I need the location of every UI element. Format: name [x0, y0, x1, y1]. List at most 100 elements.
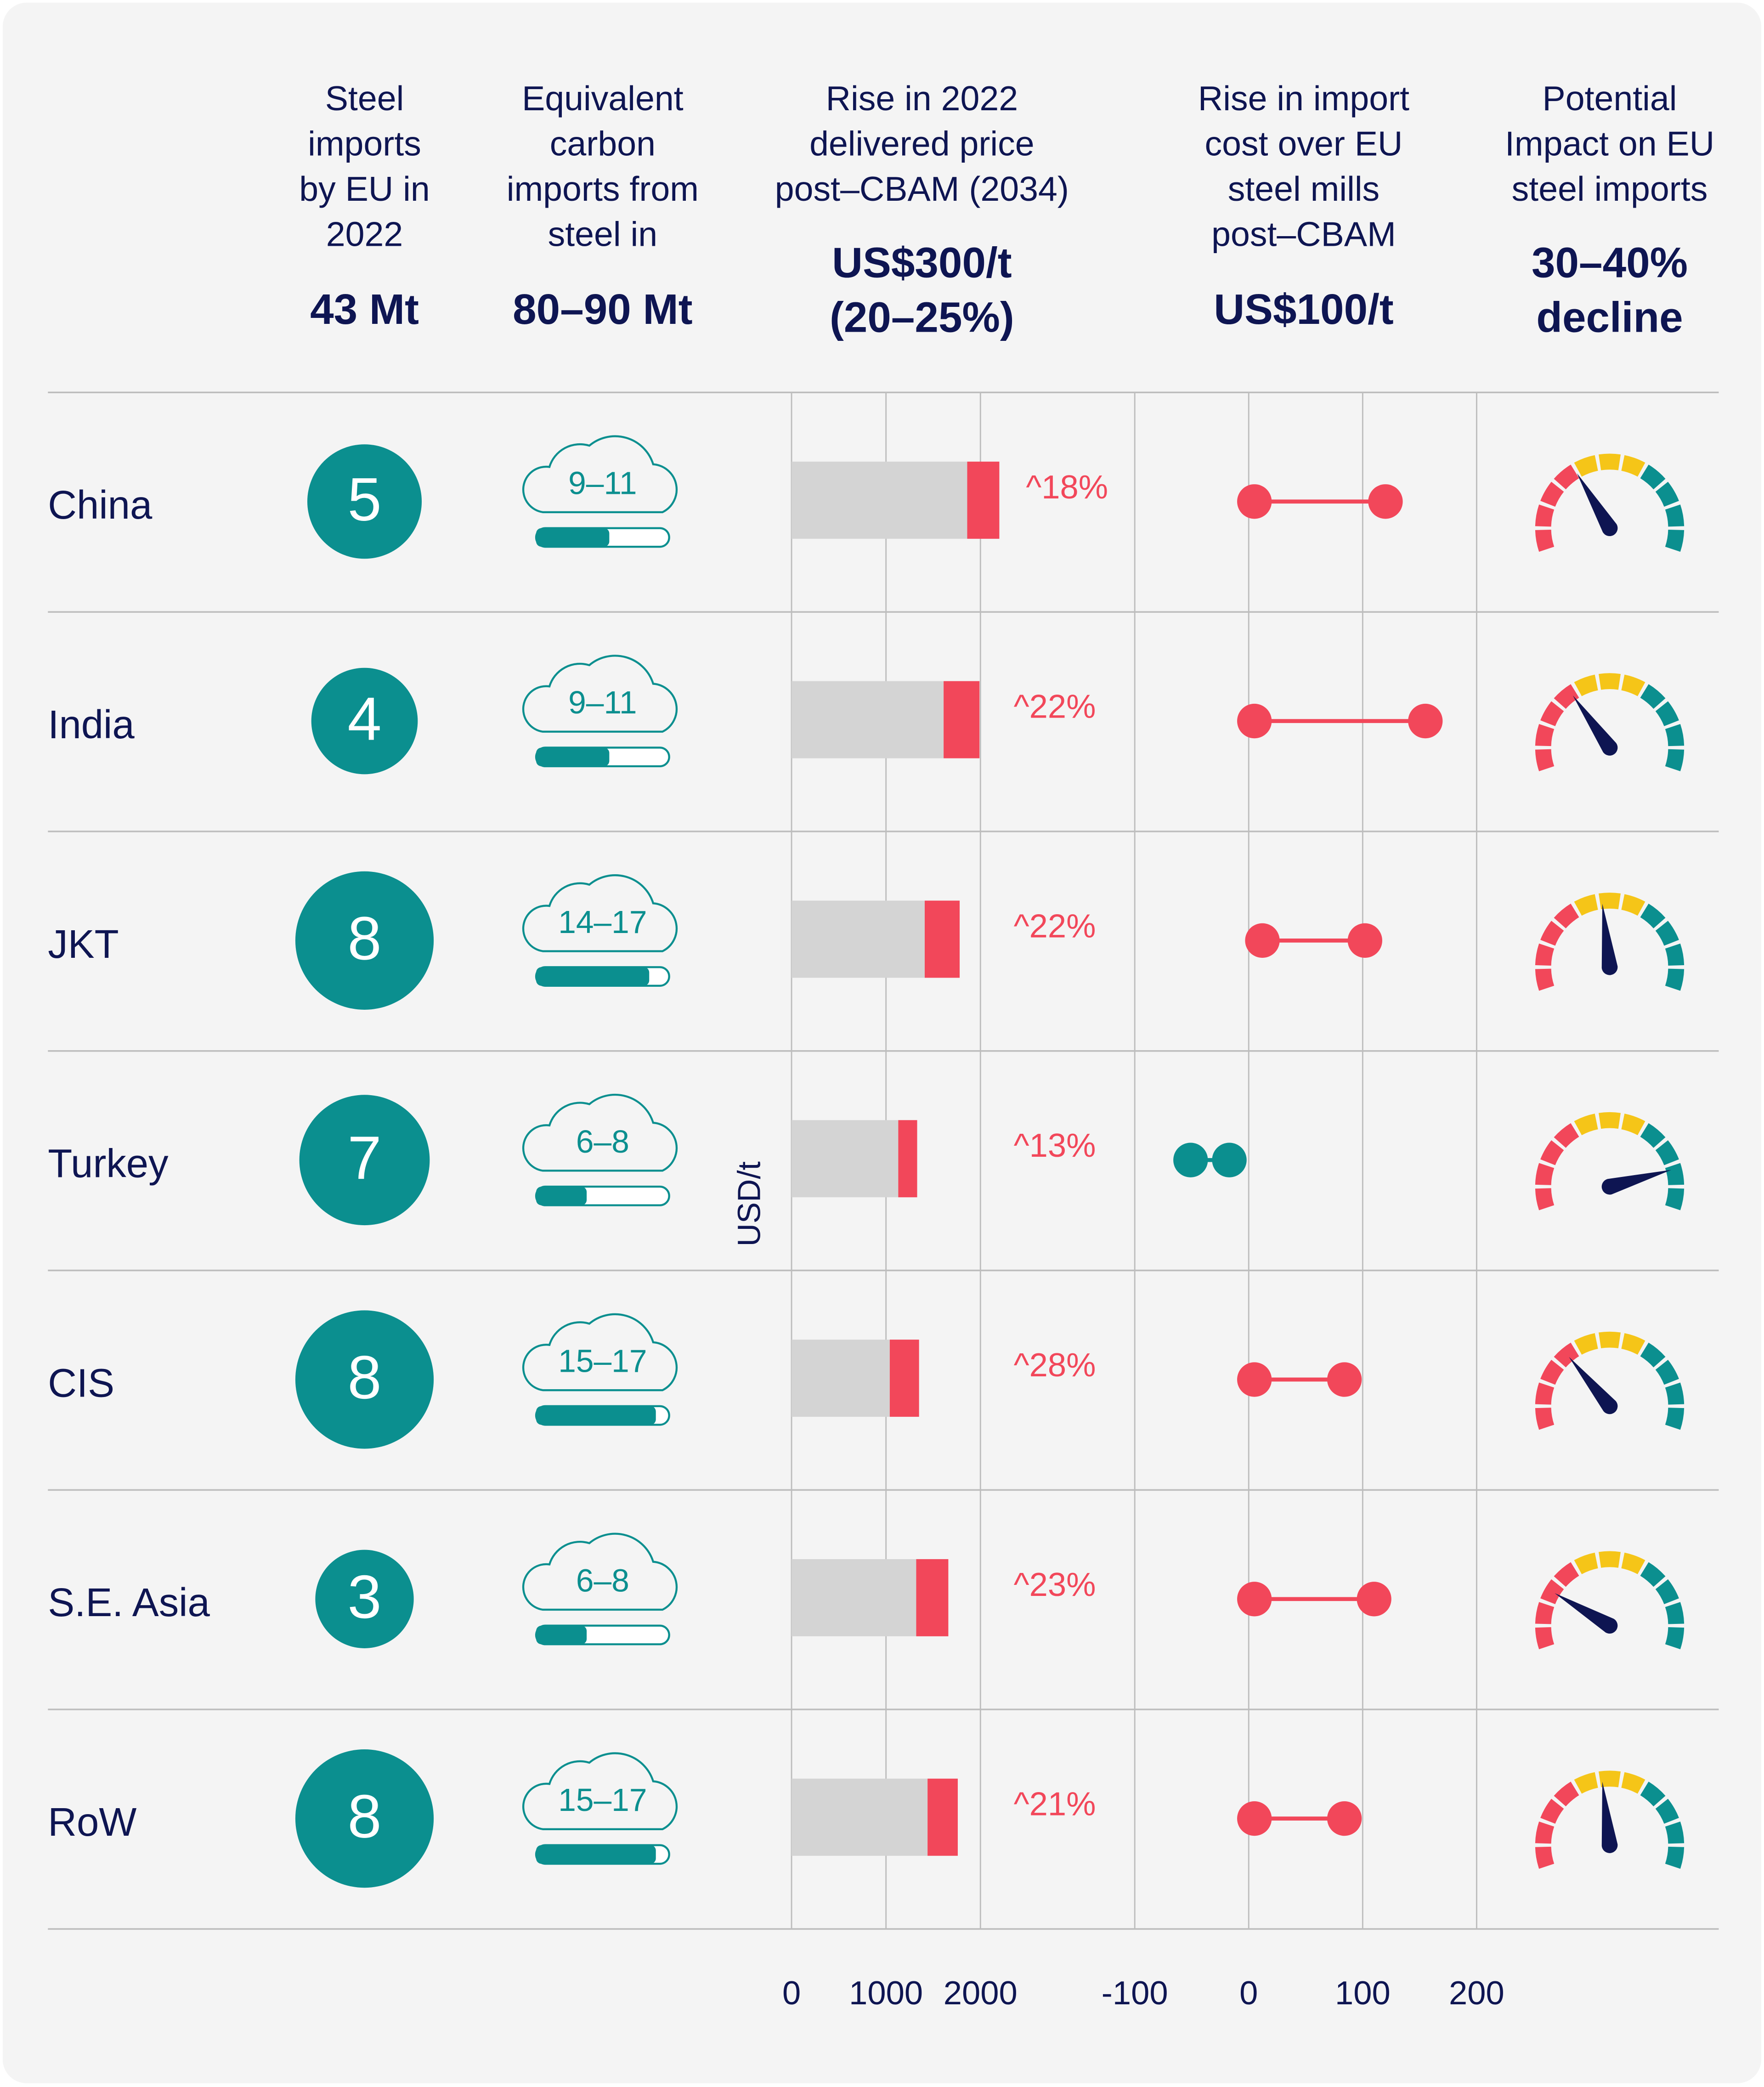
price-base-bar	[792, 461, 967, 539]
gauge-segment	[1540, 1579, 1564, 1605]
carbon-range: 14–17	[558, 904, 647, 940]
header-title: Rise in import	[1198, 79, 1409, 118]
gauge-segment	[1665, 943, 1685, 966]
cost-dot	[1173, 1142, 1208, 1177]
header-title: post–CBAM	[1211, 215, 1396, 253]
gauge-segment	[1665, 968, 1685, 991]
gauge-segment	[1665, 1382, 1685, 1405]
header-title: imports	[308, 124, 421, 163]
gauge-segment	[1574, 894, 1598, 916]
gauge-segment	[1535, 1188, 1555, 1210]
header-title: steel imports	[1512, 170, 1708, 208]
gauge-needle	[1577, 473, 1618, 537]
gauge-segment	[1640, 1562, 1666, 1587]
imports-circle	[299, 1095, 430, 1226]
header-title: Potential	[1543, 79, 1677, 118]
gauge-segment	[1640, 1782, 1666, 1807]
gauge-segment	[1535, 1602, 1555, 1624]
price-base-bar	[792, 900, 925, 978]
cost-dot	[1327, 1801, 1362, 1836]
gauge-needle	[1569, 1357, 1618, 1414]
x-tick-label: 2000	[944, 1974, 1018, 2012]
x-tick-label: 200	[1449, 1974, 1504, 2012]
gauge-segment	[1621, 674, 1645, 696]
carbon-bar-fill	[536, 1406, 656, 1425]
gauge-needle	[1601, 1782, 1618, 1853]
imports-circle	[311, 667, 418, 775]
x-tick-label: 0	[782, 1974, 801, 2012]
gauge-segment	[1599, 1770, 1621, 1787]
imports-circle	[315, 1550, 414, 1648]
cost-dot	[1368, 484, 1403, 519]
header-title: Equivalent	[522, 79, 684, 118]
gauge-segment	[1540, 1140, 1564, 1165]
header-title: Steel	[325, 79, 404, 118]
header-title: carbon	[550, 124, 656, 163]
gauge-segment	[1535, 504, 1555, 527]
gauge-segment	[1665, 724, 1685, 747]
gauge-segment	[1535, 968, 1555, 991]
gauge-segment	[1640, 464, 1666, 490]
region-label: China	[48, 483, 153, 527]
header-title: cost over EU	[1205, 124, 1403, 163]
carbon-bar-fill	[536, 967, 650, 986]
gauge-segment	[1599, 893, 1621, 910]
carbon-range: 6–8	[576, 1124, 629, 1159]
price-change-label: ^23%	[1014, 1566, 1096, 1603]
imports-circle	[307, 444, 422, 559]
gauge-segment	[1535, 1382, 1555, 1405]
carbon-bar-fill	[536, 1625, 587, 1645]
header-value: 80–90 Mt	[513, 285, 692, 333]
gauge-needle	[1572, 695, 1618, 756]
imports-value: 7	[347, 1124, 381, 1192]
gauge-segment	[1554, 904, 1579, 928]
header-title: 2022	[326, 215, 403, 253]
gauge-segment	[1621, 894, 1645, 916]
price-rise-bar	[967, 461, 1000, 539]
gauge-segment	[1540, 1799, 1564, 1824]
gauge-segment	[1540, 701, 1564, 726]
gauge-segment	[1535, 943, 1555, 966]
cost-dot	[1237, 1582, 1272, 1617]
gauge-segment	[1655, 921, 1679, 946]
gauge-needle	[1601, 904, 1618, 975]
gauge-segment	[1665, 504, 1685, 527]
cloud-icon	[522, 1533, 678, 1611]
gauge-segment	[1599, 673, 1621, 690]
gauge-segment	[1665, 1408, 1685, 1430]
gauge-segment	[1554, 1342, 1579, 1368]
price-change-label: ^22%	[1014, 907, 1096, 945]
gauge-segment	[1599, 1551, 1621, 1568]
gauge-segment	[1574, 1772, 1598, 1794]
price-rise-bar	[927, 1778, 958, 1856]
gauge-segment	[1574, 1114, 1598, 1136]
gauge-segment	[1655, 1799, 1679, 1824]
price-base-bar	[792, 1559, 916, 1636]
gauge-segment	[1640, 1123, 1666, 1148]
cost-dot	[1347, 923, 1382, 958]
gauge-segment	[1554, 1782, 1579, 1807]
header-title: steel in	[548, 215, 658, 253]
carbon-range: 15–17	[558, 1343, 647, 1379]
gauge-segment	[1554, 1123, 1579, 1148]
region-label: RoW	[48, 1800, 136, 1844]
gauge-segment	[1621, 1772, 1645, 1794]
gauge-segment	[1621, 1333, 1645, 1355]
gauge-needle	[1601, 1170, 1672, 1195]
gauge-segment	[1640, 684, 1666, 709]
gauge-segment	[1599, 1331, 1621, 1348]
region-label: JKT	[48, 922, 119, 967]
imports-value: 4	[347, 685, 381, 753]
header-value: decline	[1536, 293, 1683, 341]
gauge-segment	[1540, 1359, 1564, 1385]
gauge-segment	[1665, 1846, 1685, 1869]
gauge-segment	[1535, 529, 1555, 552]
header-title: post–CBAM (2034)	[775, 170, 1069, 208]
header-title: Impact on EU	[1505, 124, 1714, 163]
header-title: by EU in	[299, 170, 430, 208]
cloud-icon	[522, 1093, 678, 1172]
carbon-range: 6–8	[576, 1562, 629, 1598]
price-base-bar	[792, 681, 944, 758]
gauge-segment	[1599, 1112, 1621, 1129]
